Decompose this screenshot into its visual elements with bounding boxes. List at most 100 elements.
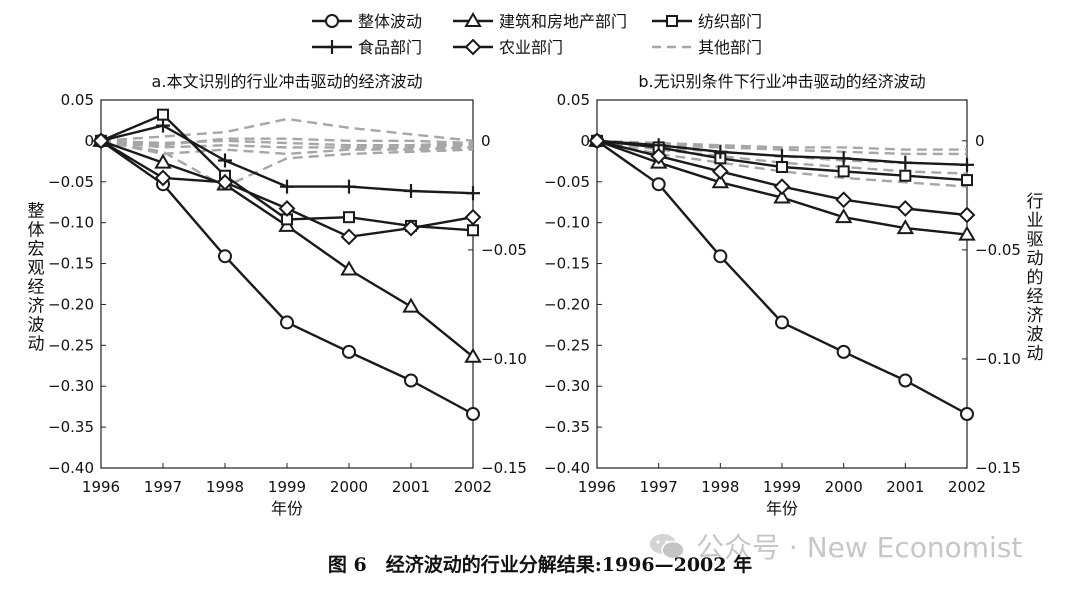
legend-label: 食品部门 <box>358 38 422 57</box>
data-point-triangle <box>402 297 420 313</box>
data-point-square <box>837 165 850 178</box>
data-point-diamond <box>464 208 482 226</box>
y-axis-label-left: 整体宏观经济波动 <box>28 202 45 355</box>
series-line-other <box>100 139 474 188</box>
y-tick-label-left: −0.30 <box>544 377 590 395</box>
data-point-diamond <box>154 169 172 187</box>
legend-marker <box>464 38 482 56</box>
figure-caption: 图 6 经济波动的行业分解结果:1996—2002 年 <box>327 554 753 576</box>
y-tick-label-left: −0.15 <box>48 255 94 273</box>
panel-title: a.本文识别的行业冲击驱动的经济波动 <box>152 72 423 91</box>
data-point-diamond <box>711 162 729 180</box>
x-tick-label: 2000 <box>825 478 863 496</box>
x-tick-label: 1998 <box>701 478 739 496</box>
watermark-text: 公众号 · New Economist <box>696 531 1023 564</box>
data-point-plus <box>342 179 356 194</box>
x-tick-label: 1998 <box>206 478 244 496</box>
data-point-plus <box>898 155 913 170</box>
data-point-circle <box>775 315 789 330</box>
y-tick-label-left: −0.35 <box>48 418 94 436</box>
data-point-plus <box>713 144 728 159</box>
y-tick-label-left: −0.35 <box>544 418 590 436</box>
data-point-square <box>343 211 355 224</box>
y-tick-label-right: −0.10 <box>975 350 1021 368</box>
y-tick-label-right: −0.15 <box>975 459 1021 477</box>
data-point-circle <box>651 177 666 192</box>
y-tick-label-right: 0 <box>975 132 985 150</box>
y-tick-label-left: −0.40 <box>48 459 94 477</box>
x-tick-label: 1999 <box>763 478 801 496</box>
data-point-diamond <box>588 132 606 150</box>
x-tick-label: 2001 <box>392 478 430 496</box>
y-tick-label-left: −0.30 <box>48 377 94 395</box>
y-tick-label-left: −0.20 <box>48 295 94 313</box>
y-tick-label-left: 0 <box>580 132 590 150</box>
y-tick-label-right: −0.10 <box>481 350 527 368</box>
data-point-circle <box>836 344 851 359</box>
legend-label: 纺织部门 <box>698 12 762 31</box>
legend-label: 建筑和房地产部门 <box>499 12 627 31</box>
series-line-other <box>100 117 474 142</box>
data-point-diamond <box>773 178 791 196</box>
data-point-diamond <box>650 147 668 165</box>
series-line-other <box>100 139 474 149</box>
y-tick-label-left: −0.05 <box>544 173 590 191</box>
data-point-circle <box>218 249 232 264</box>
data-point-diamond <box>340 228 358 246</box>
data-point-plus <box>836 151 851 166</box>
data-point-circle <box>342 344 356 359</box>
data-point-circle <box>713 249 728 264</box>
y-tick-label-right: −0.05 <box>481 241 527 259</box>
legend-marker <box>325 14 339 28</box>
data-point-triangle <box>834 208 853 224</box>
data-point-diamond <box>278 200 296 217</box>
data-point-plus <box>466 186 480 201</box>
legend-label: 其他部门 <box>698 38 762 57</box>
x-axis-label: 年份 <box>766 499 798 518</box>
y-tick-label-left: 0.05 <box>557 91 590 109</box>
y-tick-label-left: −0.05 <box>48 173 94 191</box>
x-tick-label: 1996 <box>82 478 120 496</box>
legend-marker <box>666 15 678 27</box>
data-point-square <box>961 174 973 187</box>
series-line-other <box>100 137 474 147</box>
y-tick-label-left: 0 <box>84 132 94 150</box>
data-point-triangle <box>464 347 482 363</box>
x-tick-label: 1996 <box>578 478 616 496</box>
data-point-triangle <box>154 153 172 169</box>
series-line-other <box>100 139 474 156</box>
data-point-triangle <box>773 188 791 204</box>
data-point-circle <box>404 373 418 388</box>
panel-title: b.无识别条件下行业冲击驱动的经济波动 <box>638 72 925 91</box>
y-tick-label-left: −0.15 <box>544 255 590 273</box>
x-tick-label: 1997 <box>640 478 678 496</box>
data-point-square <box>899 169 912 182</box>
x-tick-label: 2002 <box>454 478 492 496</box>
data-point-diamond <box>896 200 914 217</box>
data-point-triangle <box>340 260 358 276</box>
y-tick-label-left: −0.40 <box>544 459 590 477</box>
legend-label: 整体波动 <box>358 12 422 31</box>
y-tick-label-right: 0 <box>481 132 491 150</box>
y-tick-label-left: −0.20 <box>544 295 590 313</box>
x-tick-label: 1997 <box>144 478 182 496</box>
x-tick-label: 1999 <box>268 478 306 496</box>
legend-marker <box>325 40 339 54</box>
data-point-plus <box>775 149 789 164</box>
x-axis-label: 年份 <box>271 499 303 518</box>
data-point-plus <box>156 118 170 133</box>
data-point-square <box>776 161 788 174</box>
series-line-other <box>100 139 474 147</box>
data-point-diamond <box>958 206 976 224</box>
x-tick-label: 2000 <box>330 478 368 496</box>
data-point-triangle <box>958 225 976 241</box>
y-tick-label-left: −0.25 <box>544 336 590 354</box>
data-point-square <box>157 108 169 121</box>
legend-marker <box>464 12 482 27</box>
y-axis-label-right: 行业驱动的经济波动 <box>1027 192 1044 364</box>
data-point-triangle <box>896 219 915 235</box>
data-point-triangle <box>711 173 730 189</box>
data-point-plus <box>960 157 974 172</box>
y-tick-label-left: −0.10 <box>48 214 94 232</box>
data-point-diamond <box>216 173 234 191</box>
